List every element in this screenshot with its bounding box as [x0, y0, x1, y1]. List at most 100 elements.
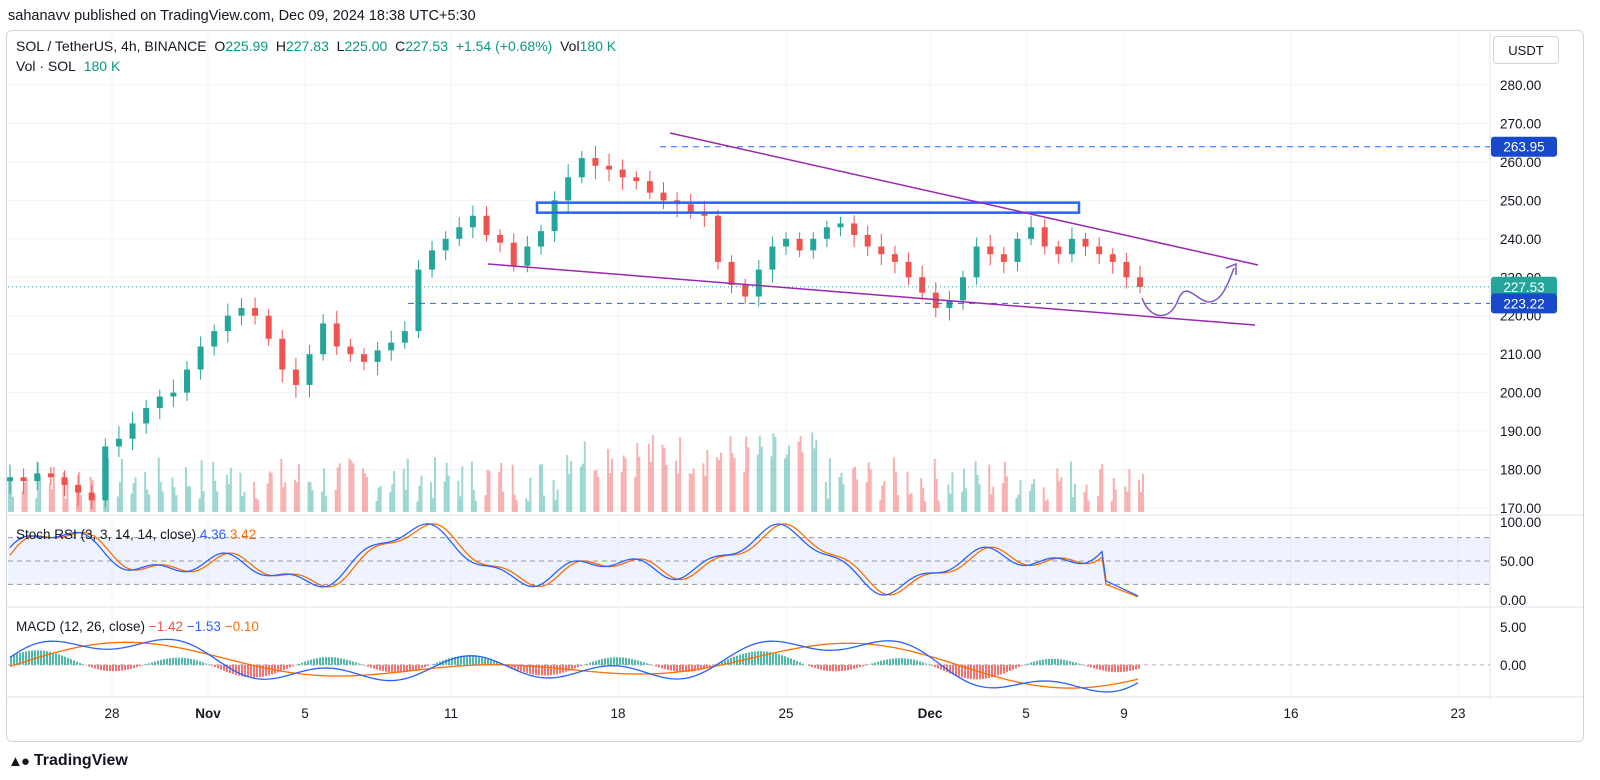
macd-histogram-bar	[1132, 664, 1134, 671]
macd-histogram-bar	[1018, 664, 1020, 668]
candle-body	[469, 215, 476, 228]
macd-histogram-bar	[1012, 664, 1014, 670]
volume-bar	[922, 487, 925, 512]
macd-histogram-bar	[412, 664, 414, 671]
volume-bar	[134, 477, 137, 512]
volume-bar	[144, 471, 147, 512]
volume-bar	[879, 499, 882, 512]
stoch-label[interactable]: Stoch RSI (3, 3, 14, 14, close)	[16, 527, 197, 542]
x-tick-label: Nov	[195, 706, 221, 721]
macd-histogram-bar	[313, 658, 315, 665]
chart-frame[interactable]	[6, 30, 1584, 742]
macd-histogram-bar	[1045, 659, 1047, 665]
volume-bar	[784, 458, 787, 512]
macd-histogram-bar	[643, 662, 645, 665]
volume-bar	[1087, 500, 1090, 512]
macd-label[interactable]: MACD (12, 26, close)	[16, 619, 146, 634]
descending-resistance-trendline	[669, 132, 1259, 266]
volume-bar	[297, 464, 300, 512]
volume-bar	[323, 468, 326, 512]
volume-bar	[64, 498, 67, 512]
candle-body	[115, 438, 122, 447]
candle-body	[170, 392, 177, 397]
y-tick-label: 190.00	[1500, 424, 1541, 439]
macd-histogram-bar	[895, 658, 897, 665]
macd-histogram-bar	[1033, 661, 1035, 665]
volume-bar	[675, 460, 678, 512]
volume-bar	[840, 472, 843, 512]
macd-histogram-bar	[511, 664, 513, 668]
volume-bar	[461, 466, 464, 512]
macd-histogram-bar	[703, 664, 705, 669]
macd-histogram-bar	[1114, 664, 1116, 673]
y-tick-label: 200.00	[1500, 386, 1541, 401]
macd-histogram-bar	[364, 664, 366, 666]
volume-bar	[638, 456, 641, 512]
macd-histogram-bar	[982, 664, 984, 680]
macd-histogram-bar	[841, 664, 843, 672]
volume-bar	[416, 501, 419, 512]
volume-bar	[459, 496, 462, 512]
candle-body	[1000, 254, 1007, 262]
candle-body	[1028, 227, 1035, 239]
macd-histogram-bar	[1063, 659, 1065, 665]
volume-bar	[225, 474, 228, 512]
volume-bar	[620, 472, 623, 512]
x-tick-label: 23	[1450, 706, 1465, 721]
macd-histogram-bar	[589, 662, 591, 665]
macd-histogram-bar	[586, 663, 588, 665]
volume-label[interactable]: Vol · SOL	[16, 58, 76, 74]
macd-histogram-bar	[460, 655, 462, 665]
candle-body	[728, 261, 735, 285]
volume-bar	[66, 479, 69, 512]
macd-histogram-bar	[358, 663, 360, 665]
symbol-name[interactable]: SOL / TetherUS, 4h, BINANCE	[16, 38, 207, 54]
macd-histogram-bar	[970, 664, 972, 680]
volume-bar	[352, 463, 355, 512]
macd-histogram-bar	[1138, 664, 1140, 669]
macd-histogram-bar	[379, 664, 381, 671]
macd-histogram-bar	[220, 664, 222, 670]
volume-bar	[947, 484, 950, 512]
volume-bar	[118, 482, 121, 512]
volume-bar	[1128, 469, 1131, 512]
macd-histogram-bar	[1027, 663, 1029, 665]
close-value: 227.53	[405, 38, 449, 54]
candle-body	[61, 477, 68, 485]
macd-histogram-bar	[1003, 664, 1005, 674]
volume-bar	[257, 499, 260, 512]
macd-histogram-bar	[376, 664, 378, 670]
candle-body	[960, 277, 967, 301]
candle-body	[88, 492, 95, 501]
x-tick-label: 28	[104, 706, 119, 721]
macd-histogram-bar	[925, 663, 927, 665]
candle-body	[810, 238, 817, 251]
macd-histogram-bar	[811, 664, 813, 668]
macd-histogram-bar	[448, 658, 450, 665]
volume-bar	[854, 466, 857, 512]
macd-histogram-bar	[319, 657, 321, 665]
macd-histogram-bar	[706, 664, 708, 668]
macd-histogram-bar	[406, 664, 408, 673]
tradingview-brand[interactable]: ▲● TradingView	[8, 752, 128, 770]
volume-bar	[76, 491, 79, 512]
macd-histogram-bar	[931, 664, 933, 666]
low-value: 225.00	[344, 38, 388, 54]
volume-bar	[529, 477, 532, 512]
volume-bar	[788, 445, 791, 512]
macd-histogram-bar	[940, 664, 942, 670]
macd-histogram-bar	[424, 664, 426, 668]
macd-histogram-bar	[862, 664, 864, 667]
candle-body	[660, 192, 667, 201]
volume-bar	[447, 475, 450, 512]
macd-histogram-bar	[730, 658, 732, 665]
volume-bar	[704, 475, 707, 512]
macd-histogram-bar	[40, 650, 42, 665]
currency-button[interactable]: USDT	[1493, 36, 1559, 64]
volume-bar	[963, 468, 966, 512]
macd-histogram-bar	[85, 664, 87, 666]
macd-histogram-bar	[994, 664, 996, 677]
macd-histogram-bar	[1126, 664, 1128, 672]
volume-bar	[908, 494, 911, 512]
